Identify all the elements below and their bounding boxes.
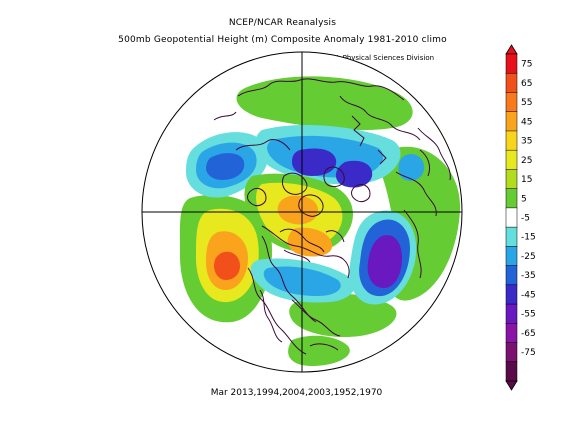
colorbar-swatch: [505, 111, 518, 132]
anomaly-positive-region: [289, 293, 397, 338]
colorbar-label: 5: [521, 194, 527, 204]
colorbar-swatch: [505, 169, 518, 190]
colorbar-swatch: [505, 188, 518, 209]
colorbar-bottom-arrow: [505, 380, 518, 391]
credit-label: NOAA/ESRL Physical Sciences Division: [300, 54, 435, 62]
anomaly-positive-region: [288, 335, 350, 366]
anomaly-positive-region: [214, 251, 240, 280]
colorbar-label: -45: [521, 290, 536, 300]
anomaly-negative-region: [206, 153, 245, 180]
colorbar-label: -25: [521, 252, 536, 262]
composite-years-label: Mar 2013,1994,2004,2003,1952,1970: [210, 388, 383, 398]
colorbar-label: 25: [521, 156, 532, 166]
figure-title: NCEP/NCAR Reanalysis: [228, 18, 337, 28]
colorbar: 75 65 55 45 35 25 15 5 -5 -15 -25 -35 -45 -55 -65 -75: [505, 44, 536, 391]
colorbar-label: -15: [521, 233, 536, 243]
colorbar-label: -65: [521, 329, 536, 339]
colorbar-swatch: [505, 92, 518, 113]
anomaly-positive-region: [277, 195, 318, 225]
anomaly-negative-region: [398, 153, 425, 181]
colorbar-label: 55: [521, 98, 532, 108]
colorbar-swatch: [505, 284, 518, 305]
colorbar-swatch: [505, 342, 518, 363]
anomaly-positive-region: [287, 227, 333, 257]
colorbar-label: 15: [521, 175, 532, 185]
colorbar-top-arrow: [505, 44, 518, 55]
colorbar-swatch: [505, 303, 518, 324]
anomaly-field: [142, 52, 462, 372]
colorbar-swatch: [505, 72, 518, 94]
figure-subtitle: 500mb Geopotential Height (m) Composite …: [118, 35, 447, 45]
colorbar-swatch: [505, 361, 518, 382]
colorbar-swatch: [505, 207, 518, 228]
colorbar-label: -55: [521, 310, 536, 320]
colorbar-label: 35: [521, 137, 532, 147]
colorbar-swatch: [505, 130, 518, 151]
anomaly-negative-region: [367, 235, 402, 288]
map-boundary: [141, 51, 463, 373]
anomaly-negative-region: [292, 148, 337, 176]
colorbar-label: 75: [521, 60, 532, 70]
anomaly-negative-region: [335, 160, 373, 188]
colorbar-label: 65: [521, 79, 532, 89]
colorbar-label: -5: [521, 214, 530, 224]
coastlines: [213, 78, 451, 355]
colorbar-label: -35: [521, 271, 536, 281]
colorbar-label: -75: [521, 348, 536, 358]
colorbar-swatch: [505, 246, 518, 267]
colorbar-swatch: [505, 149, 518, 170]
colorbar-swatch: [505, 323, 518, 344]
colorbar-swatch: [505, 53, 518, 74]
colorbar-swatch: [505, 265, 518, 286]
anomaly-positive-region: [236, 76, 413, 131]
colorbar-label: 45: [521, 117, 532, 127]
colorbar-swatch: [505, 226, 518, 247]
